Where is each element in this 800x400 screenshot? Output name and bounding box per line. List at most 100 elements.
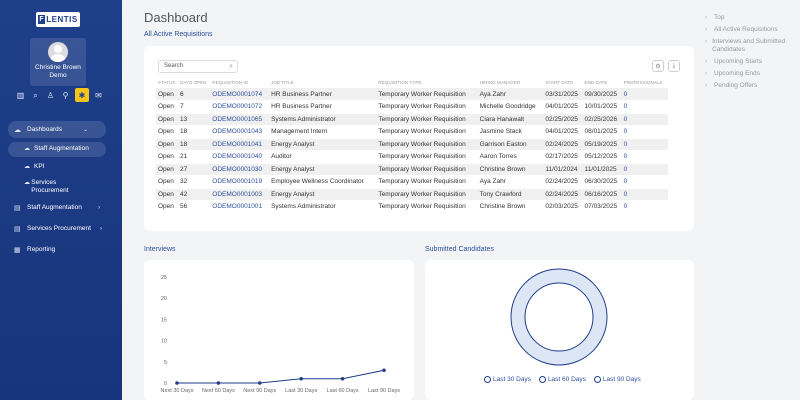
donut-outer-edge — [510, 268, 608, 366]
column-header[interactable]: Professionals — [623, 80, 663, 85]
dashboard-icon: ☁ — [24, 146, 30, 152]
table-cell: HR Business Partner — [269, 88, 377, 101]
professionals-count[interactable]: 0 — [621, 150, 668, 164]
requisition-id-link[interactable]: ODEMO0001072 — [210, 100, 270, 114]
sidebar-subitem-kpi[interactable]: ☁ KPI — [8, 160, 122, 175]
column-header[interactable]: Requisition Type — [378, 80, 422, 85]
table-row[interactable]: Open 27 ODEMO0001030 Energy Analyst Temporar… — [156, 163, 668, 176]
requisition-id-link[interactable]: ODEMO0001019 — [210, 175, 270, 189]
column-header[interactable]: Hiring Manager — [479, 80, 521, 85]
sidebar-item-staff-augmentation[interactable]: ▤ Staff Augmentation › — [8, 199, 122, 216]
user-icon[interactable]: ♙ — [46, 91, 55, 100]
table-cell: 03/31/2025 — [543, 88, 583, 101]
table-cell: 06/16/2025 — [582, 188, 622, 201]
professionals-count[interactable]: 0 — [621, 125, 668, 139]
x-tick-label: Next 30 Days — [160, 388, 193, 394]
table-row[interactable]: Open 7 ODEMO0001072 HR Business Partner Temp… — [156, 100, 668, 114]
column-header[interactable]: End Date — [584, 80, 608, 85]
table-cell: Open — [156, 188, 179, 201]
chevron-right-icon: › — [705, 26, 708, 33]
settings-button[interactable]: ⚙ — [652, 60, 664, 72]
table-row[interactable]: Open 6 ODEMO0001074 HR Business Partner Temp… — [156, 88, 668, 101]
table-cell: Temporary Worker Requisition — [376, 175, 478, 189]
table-cell: Open — [156, 138, 179, 151]
table-cell: 09/30/2025 — [582, 88, 622, 101]
chevron-right-icon: › — [98, 204, 100, 211]
column-header[interactable]: Status — [158, 80, 176, 85]
legend-item[interactable]: Last 30 Days — [484, 376, 531, 383]
download-button[interactable]: ⤓ — [668, 60, 680, 72]
toc-label: Upcoming Starts — [714, 58, 763, 65]
table-row[interactable]: Open 42 ODEMO0001003 Energy Analyst Temporar… — [156, 188, 668, 201]
table-cell: Open — [156, 113, 179, 126]
requisition-id-link[interactable]: ODEMO0001040 — [210, 150, 270, 164]
professionals-count[interactable]: 0 — [621, 163, 668, 176]
professionals-count[interactable]: 0 — [621, 88, 668, 101]
requisition-id-link[interactable]: ODEMO0001030 — [210, 163, 270, 176]
requisition-id-link[interactable]: ODEMO0001003 — [210, 188, 270, 201]
sidebar-item-label: Reporting — [27, 246, 56, 253]
toc-link[interactable]: › Upcoming Starts — [705, 58, 797, 66]
toc-link[interactable]: › Top — [705, 14, 797, 22]
data-point — [340, 376, 345, 381]
table-cell: Michelle Goodridge — [477, 100, 544, 114]
download-icon: ⤓ — [672, 62, 676, 69]
requisition-id-link[interactable]: ODEMO0001041 — [210, 138, 270, 151]
table-cell: Temporary Worker Requisition — [376, 113, 478, 126]
location-pin-icon[interactable]: ⚲ — [62, 91, 69, 100]
requisition-id-link[interactable]: ODEMO0001065 — [210, 113, 270, 126]
column-header[interactable]: Requisition ID — [212, 80, 249, 85]
professionals-count[interactable]: 0 — [621, 175, 668, 189]
table-row[interactable]: Open 18 ODEMO0001041 Energy Analyst Temporar… — [156, 138, 668, 151]
toc-link[interactable]: › Upcoming Ends — [705, 70, 797, 78]
table-cell: Systems Administrator — [269, 200, 377, 214]
table-cell: Aya Zahr — [477, 88, 544, 101]
lightbulb-icon[interactable]: ✱ — [75, 88, 89, 102]
legend-item[interactable]: Last 90 Days — [593, 376, 641, 383]
table-cell: 08/01/2025 — [582, 125, 622, 139]
table-cell: Employee Wellness Coordinator — [269, 175, 377, 189]
table-row[interactable]: Open 21 ODEMO0001040 Auditor Temporary Worke… — [156, 150, 668, 164]
search-input[interactable]: Search ⌕ — [158, 60, 238, 73]
mail-icon[interactable]: ✉ — [95, 91, 102, 100]
data-point — [175, 381, 179, 385]
table-row[interactable]: Open 56 ODEMO0001001 Systems Administrator T… — [156, 200, 668, 214]
requisition-id-link[interactable]: ODEMO0001074 — [210, 88, 270, 101]
sidebar-item-dashboards[interactable]: ☁ Dashboards ⌄ — [8, 121, 106, 138]
table-row[interactable]: Open 13 ODEMO0001065 Systems Administrator T… — [156, 113, 668, 126]
x-tick-label: Last 30 Days — [285, 388, 317, 394]
chevron-right-icon: › — [100, 225, 102, 232]
table-row[interactable]: Open 18 ODEMO0001043 Management Intern Tempo… — [156, 125, 668, 139]
professionals-count[interactable]: 0 — [621, 113, 668, 126]
table-cell: Jasmine Stack — [477, 125, 544, 139]
toc-link[interactable]: › Interviews and Submitted Candidates — [705, 38, 797, 54]
user-card[interactable]: Christine Brown Demo — [30, 38, 86, 86]
professionals-count[interactable]: 0 — [621, 188, 668, 201]
table-header-row: Status Days Open Requisition ID Job Title Re… — [156, 77, 668, 88]
professionals-count[interactable]: 0 — [621, 138, 668, 151]
toc-link[interactable]: › Pending Offers — [705, 82, 797, 90]
column-header[interactable]: Start Date — [545, 80, 574, 85]
toc-link[interactable]: › All Active Requisitions — [705, 26, 797, 34]
column-header[interactable]: Job Title — [271, 80, 294, 85]
professionals-count[interactable]: 0 — [621, 200, 668, 214]
search-icon[interactable]: ⌕ — [33, 90, 38, 100]
sidebar-item-reporting[interactable]: ▦ Reporting — [8, 241, 122, 258]
professionals-count[interactable]: 0 — [621, 100, 668, 114]
requisition-id-link[interactable]: ODEMO0001043 — [210, 125, 270, 139]
sidebar-item-services-procurement[interactable]: ▤ Services Procurement › — [8, 220, 122, 237]
brand-logo[interactable]: F LENTIS — [36, 12, 80, 27]
legend-item[interactable]: Last 60 Days — [538, 376, 586, 383]
user-name: Christine Brown Demo — [35, 64, 81, 79]
column-header[interactable]: Days Open — [180, 80, 207, 85]
table-cell: 02/25/2026 — [582, 113, 622, 126]
table-row[interactable]: Open 32 ODEMO0001019 Employee Wellness Coor… — [156, 175, 668, 189]
table-cell: Open — [156, 200, 179, 214]
table-cell: Temporary Worker Requisition — [376, 100, 478, 114]
avatar — [48, 42, 68, 62]
requisition-id-link[interactable]: ODEMO0001001 — [210, 200, 270, 214]
sidebar-subitem-staff-augmentation[interactable]: ☁ Staff Augmentation — [8, 142, 106, 157]
sidebar-subitem-services-procurement[interactable]: ☁ Services Procurement — [8, 176, 78, 195]
building-icon[interactable]: ▥ — [16, 91, 25, 100]
table-cell: 02/24/2025 — [543, 188, 583, 201]
